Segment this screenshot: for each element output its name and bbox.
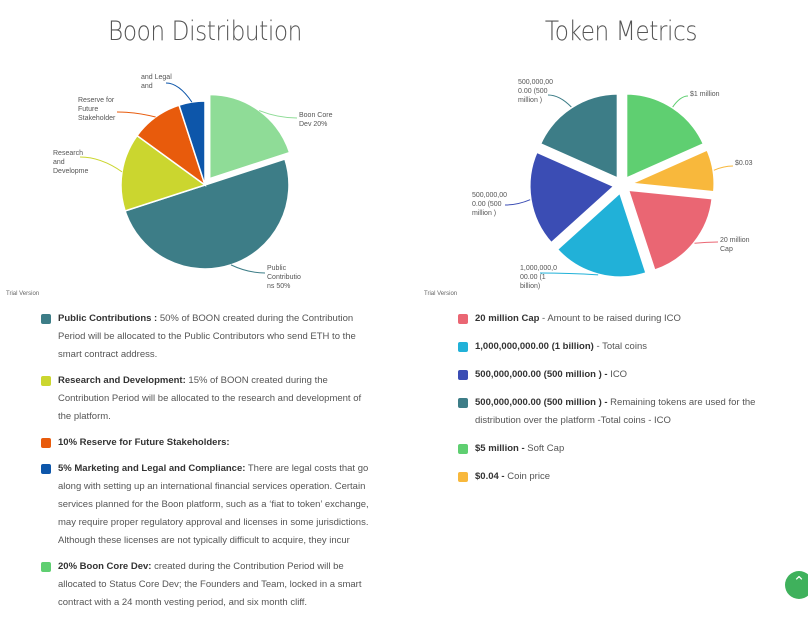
leader-line xyxy=(713,165,734,171)
legend-text: 50% of BOON created during the Contribut… xyxy=(58,313,356,360)
pie-slice xyxy=(624,91,707,182)
token-legend-item: 20 million Cap - Amount to be raised dur… xyxy=(458,310,798,328)
legend-text: - Total coins xyxy=(593,341,647,352)
legend-heading: 20 million Cap xyxy=(475,313,540,324)
token-metrics-pie: $1 million $0.03 20 million Cap 1,000,000,0 0… xyxy=(472,79,753,290)
leader-line xyxy=(672,95,689,108)
token-legend-item: $0.04 - Coin price xyxy=(458,468,798,486)
pie-slice xyxy=(208,93,291,180)
legend-text: Remaining tokens are used for the distri… xyxy=(475,397,756,426)
boon-distribution-legend: Public Contributions : 50% of BOON creat… xyxy=(41,310,371,620)
boon-distribution-title: Boon Distribution xyxy=(108,16,302,47)
leader-line xyxy=(539,272,599,276)
token-legend-item: 500,000,000.00 (500 million ) - ICO xyxy=(458,366,798,384)
legend-swatch xyxy=(41,376,51,386)
token-metrics-title: Token Metrics xyxy=(544,16,698,47)
token-legend-item: 1,000,000,000.00 (1 billion) - Total coi… xyxy=(458,338,798,356)
boon-legend-item: Research and Development: 15% of BOON cr… xyxy=(41,372,371,426)
legend-swatch xyxy=(458,472,468,482)
slice-label: 500,000,00 0.00 (500 million ) xyxy=(472,192,507,217)
slice-label: Reserve for Future Stakeholder xyxy=(78,97,116,122)
legend-text: Coin price xyxy=(504,471,550,482)
boon-distribution-pie: Boon Core Dev 20% Public Contributio ns 50% R… xyxy=(53,74,333,290)
legend-heading: Research and Development: xyxy=(58,375,186,386)
slice-label: $1 million xyxy=(690,91,720,98)
leader-line xyxy=(165,82,193,103)
legend-heading: 20% Boon Core Dev: xyxy=(58,561,152,572)
slice-label: Research and Developme xyxy=(53,150,89,175)
slice-label: $0.03 xyxy=(735,160,753,167)
trial-version-label-left: Trial Version xyxy=(6,291,40,297)
leader-line xyxy=(230,264,266,274)
pie-slice xyxy=(124,158,290,270)
legend-heading: 5% Marketing and Legal and Compliance: xyxy=(58,463,246,474)
legend-heading: Public Contributions : xyxy=(58,313,158,324)
pie-slice xyxy=(537,91,620,182)
token-legend-item: 500,000,000.00 (500 million ) - Remainin… xyxy=(458,394,798,430)
chevron-up-icon: ⌃ xyxy=(792,574,806,591)
slice-label: Public Contributio ns 50% xyxy=(267,265,301,290)
trial-version-label-right: Trial Version xyxy=(424,291,458,297)
legend-swatch xyxy=(458,398,468,408)
legend-swatch xyxy=(41,438,51,448)
slice-label: 1,000,000,0 00.00 (1 billion) xyxy=(520,265,557,290)
leader-line xyxy=(258,110,298,119)
legend-heading: 1,000,000,000.00 (1 billion) xyxy=(475,341,594,352)
slice-label: and Legal and xyxy=(141,74,172,90)
legend-swatch xyxy=(458,342,468,352)
leader-line xyxy=(694,241,719,244)
slice-label: Boon Core Dev 20% xyxy=(299,112,333,128)
legend-heading: 10% Reserve for Future Stakeholders: xyxy=(58,437,230,448)
legend-text: Soft Cap xyxy=(524,443,565,454)
leader-line xyxy=(79,156,123,173)
legend-heading: $0.04 - xyxy=(475,471,505,482)
leader-line xyxy=(116,111,156,118)
leader-line xyxy=(547,94,572,108)
leader-line xyxy=(504,199,531,206)
legend-swatch xyxy=(41,314,51,324)
token-metrics-legend: 20 million Cap - Amount to be raised dur… xyxy=(458,310,798,496)
legend-swatch xyxy=(458,370,468,380)
legend-swatch xyxy=(458,444,468,454)
pie-slice xyxy=(554,189,649,280)
legend-heading: 500,000,000.00 (500 million ) - xyxy=(475,369,608,380)
legend-swatch xyxy=(41,562,51,572)
pie-slice xyxy=(625,187,715,273)
boon-legend-item: 20% Boon Core Dev: created during the Co… xyxy=(41,558,371,612)
legend-heading: $5 million - xyxy=(475,443,525,454)
token-legend-item: $5 million - Soft Cap xyxy=(458,440,798,458)
legend-swatch xyxy=(41,464,51,474)
legend-heading: 500,000,000.00 (500 million ) - xyxy=(475,397,608,408)
scroll-to-top-button[interactable]: ⌃ xyxy=(785,571,808,599)
pie-slice xyxy=(527,149,618,246)
boon-legend-item: 10% Reserve for Future Stakeholders: xyxy=(41,434,371,452)
pie-slice xyxy=(178,100,206,186)
legend-text: 15% of BOON created during the Contribut… xyxy=(58,375,362,422)
legend-text: There are legal costs that go along with… xyxy=(58,463,369,546)
slice-label: 20 million Cap xyxy=(720,237,750,253)
legend-text: ICO xyxy=(607,369,628,380)
legend-text: - Amount to be raised during ICO xyxy=(539,313,681,324)
legend-swatch xyxy=(458,314,468,324)
boon-legend-item: 5% Marketing and Legal and Compliance: T… xyxy=(41,460,371,550)
boon-legend-item: Public Contributions : 50% of BOON creat… xyxy=(41,310,371,364)
pie-slice xyxy=(120,134,207,212)
slice-label: 500,000,00 0.00 (500 million ) xyxy=(518,79,553,104)
